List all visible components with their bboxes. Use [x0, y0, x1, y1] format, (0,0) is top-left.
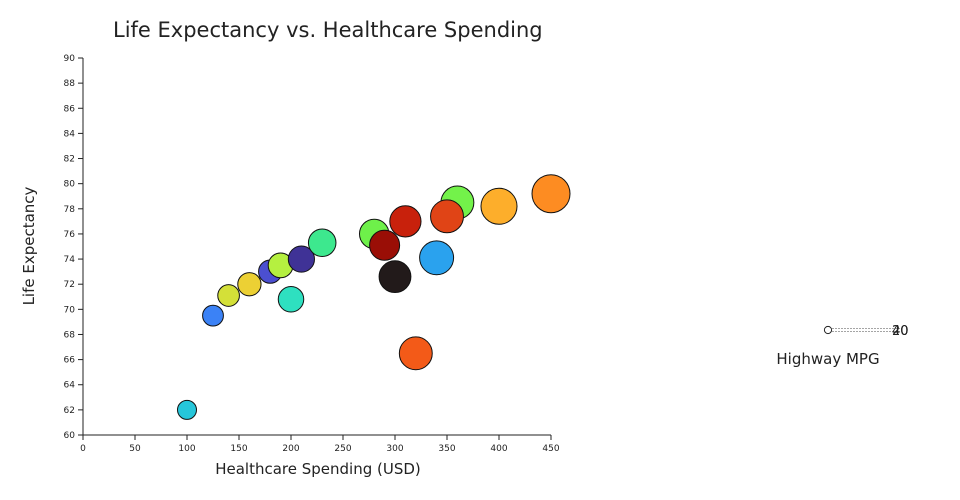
bubble-point[interactable]: [430, 199, 464, 234]
x-tick-label: 350: [438, 444, 455, 454]
y-tick-label: 84: [64, 129, 76, 139]
y-tick-label: 72: [64, 280, 75, 290]
y-tick-label: 66: [64, 356, 76, 366]
bubble-point[interactable]: [237, 272, 262, 297]
y-tick-label: 88: [64, 79, 76, 89]
x-axis: 0 50 100 150 200 250 300 350 400 450: [80, 434, 560, 454]
y-tick-label: 60: [64, 431, 76, 441]
bubble-point[interactable]: [480, 187, 518, 225]
x-tick-label: 450: [542, 444, 559, 454]
y-tick-label: 68: [64, 330, 76, 340]
y-tick-label: 62: [64, 406, 75, 416]
x-tick-label: 200: [282, 444, 299, 454]
bubble-point[interactable]: [287, 245, 315, 273]
size-legend: 40 20 Highway MPG: [776, 324, 908, 368]
legend-title: Highway MPG: [776, 350, 879, 368]
bubble-point[interactable]: [389, 205, 422, 238]
y-tick-label: 64: [64, 381, 76, 391]
x-tick-label: 0: [80, 444, 86, 454]
legend-marker-small: [823, 325, 833, 335]
y-tick-label: 80: [64, 180, 76, 190]
bubble-point[interactable]: [419, 240, 455, 276]
points-layer: [177, 174, 571, 420]
y-axis: 60 62 64 66 68 70 72 74 76 78 80 82 84 86 88 90: [64, 54, 84, 441]
y-tick-label: 76: [64, 230, 76, 240]
bubble-point[interactable]: [398, 336, 433, 371]
y-tick-label: 86: [64, 104, 76, 114]
legend-label-small: 20: [892, 324, 909, 339]
y-tick-label: 74: [64, 255, 76, 265]
bubble-point[interactable]: [307, 228, 337, 257]
legend-label-large: 40: [892, 324, 909, 339]
bubble-point[interactable]: [378, 260, 412, 294]
y-tick-label: 90: [64, 54, 76, 64]
bubble-point[interactable]: [277, 286, 305, 313]
bubble-point[interactable]: [177, 399, 197, 420]
y-axis-title: Life Expectancy: [20, 186, 38, 305]
x-tick-label: 300: [386, 444, 403, 454]
x-tick-label: 400: [490, 444, 507, 454]
x-tick-label: 100: [178, 444, 195, 454]
chart-title: Life Expectancy vs. Healthcare Spending: [113, 18, 543, 42]
bubble-point[interactable]: [217, 284, 240, 307]
y-tick-label: 70: [64, 305, 76, 315]
x-tick-label: 50: [129, 444, 141, 454]
x-tick-label: 250: [334, 444, 351, 454]
x-axis-title: Healthcare Spending (USD): [215, 460, 421, 478]
y-tick-label: 82: [64, 155, 75, 165]
y-tick-label: 78: [64, 205, 76, 215]
bubble-point[interactable]: [202, 304, 224, 327]
x-tick-label: 150: [230, 444, 247, 454]
bubble-point[interactable]: [531, 174, 571, 214]
bubble-point[interactable]: [369, 229, 401, 261]
